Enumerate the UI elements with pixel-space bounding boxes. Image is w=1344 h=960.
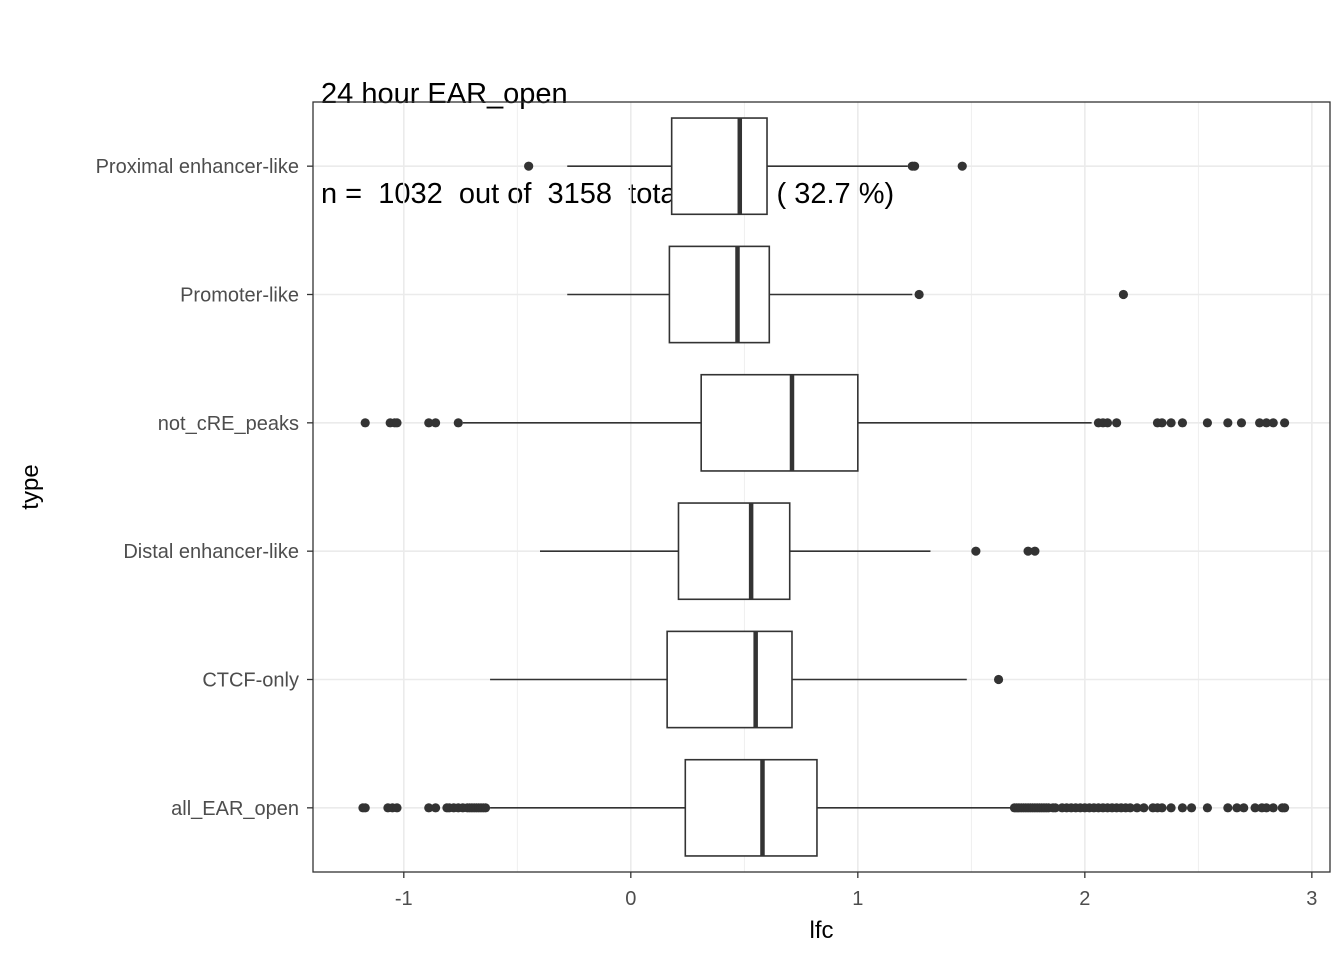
x-axis-title: lfc [810, 917, 834, 944]
x-tick-label: 0 [625, 888, 636, 910]
outlier-point [480, 803, 491, 813]
axes: Proximal enhancer-like Promoter-like not_c… [96, 156, 1318, 910]
x-tick-label: 3 [1306, 888, 1317, 910]
outlier-point [392, 803, 402, 813]
outlier-point [524, 161, 534, 171]
box-distal-enhancer-like [540, 502, 1040, 601]
outlier-point [1232, 803, 1242, 813]
outlier-point [1279, 418, 1290, 428]
outlier-point [1261, 418, 1272, 428]
grid-lines [313, 102, 1330, 872]
outlier-point [1157, 803, 1167, 813]
outlier-point [1177, 803, 1188, 813]
outlier-point [360, 418, 370, 428]
outlier-point [1250, 803, 1260, 813]
iqr-box [668, 245, 771, 344]
outlier-point [1050, 803, 1060, 813]
outlier-point [1166, 803, 1176, 813]
outlier-point [430, 418, 441, 428]
outlier-point [914, 289, 924, 300]
iqr-box [670, 117, 768, 216]
outlier-point [360, 803, 370, 813]
outlier-point [1202, 803, 1213, 813]
outlier-point [1023, 546, 1033, 556]
panel-border [312, 101, 1331, 873]
outlier-point [1239, 803, 1249, 813]
outlier-point [1177, 418, 1188, 428]
outlier-point [1125, 803, 1135, 813]
outlier-point [1255, 418, 1265, 428]
outlier-point [1279, 803, 1290, 813]
outlier-point [957, 161, 967, 171]
box-layer [358, 117, 1290, 857]
outlier-point [1157, 418, 1167, 428]
outlier-point [392, 418, 402, 428]
outlier-point [424, 803, 434, 813]
y-tick-label: all_EAR_open [171, 798, 299, 820]
outlier-point [453, 418, 463, 428]
outlier-point [1186, 803, 1197, 813]
x-tick-label: -1 [395, 888, 413, 910]
x-tick-label: 1 [852, 888, 863, 910]
x-tick-label: 2 [1079, 888, 1090, 910]
iqr-box [677, 502, 791, 601]
chart-title: 24 hour EAR_open [321, 78, 568, 110]
outlier-point [1166, 418, 1176, 428]
outlier-point [1102, 418, 1113, 428]
outlier-point [1268, 418, 1278, 428]
y-tick-label: not_cRE_peaks [158, 413, 299, 435]
iqr-box [666, 630, 793, 729]
y-tick-label: Proximal enhancer-like [96, 156, 299, 178]
outlier-point [1268, 803, 1278, 813]
y-axis-title: type [17, 464, 44, 509]
outlier-point [1030, 546, 1040, 556]
box-ctcf-only [490, 630, 1004, 729]
outlier-point [1139, 803, 1149, 813]
outlier-point [424, 418, 434, 428]
outlier-point [1112, 418, 1122, 428]
y-tick-label: CTCF-only [202, 670, 299, 692]
outlier-point [1202, 418, 1213, 428]
outlier-point [430, 803, 441, 813]
outlier-point [1223, 418, 1233, 428]
box-all-ear-open [358, 758, 1290, 857]
outlier-point [1132, 803, 1142, 813]
outlier-point [1223, 803, 1233, 813]
outlier-point [1118, 289, 1129, 300]
box-proximal-enhancer-like [524, 117, 967, 216]
y-tick-label: Distal enhancer-like [123, 541, 299, 563]
iqr-box [700, 373, 859, 472]
iqr-box [684, 758, 818, 857]
box-not-cre-peaks [360, 373, 1290, 472]
y-tick-label: Promoter-like [180, 285, 299, 307]
outlier-point [1261, 803, 1272, 813]
outlier-point [909, 161, 920, 171]
outlier-point [993, 674, 1004, 685]
outlier-point [1236, 418, 1247, 428]
box-promoter-like [567, 245, 1129, 344]
outlier-point [971, 546, 981, 556]
